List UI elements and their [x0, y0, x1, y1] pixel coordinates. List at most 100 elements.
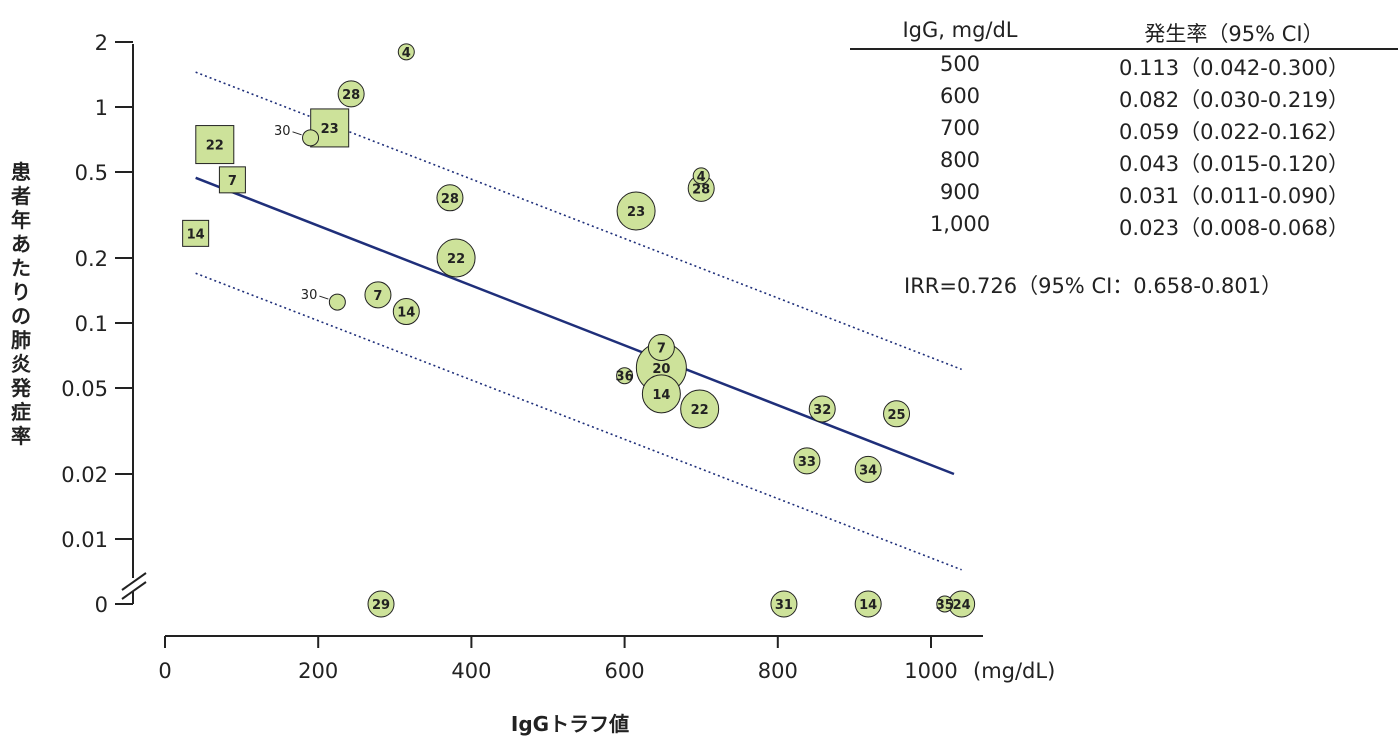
data-point-circle: [854, 590, 882, 618]
table-header: IgG, mg/dL 発生率（95% CI）: [850, 16, 1398, 50]
table-row: 500 0.113（0.042-0.300）: [850, 50, 1398, 82]
y-tick-label: 0.1: [75, 312, 108, 336]
data-point-label: 29: [372, 598, 390, 613]
y-tick-label: 1: [95, 96, 108, 120]
table-row: 1,000 0.023（0.008-0.068）: [850, 210, 1398, 242]
data-point-label: 36: [616, 370, 634, 385]
callout-line: [292, 131, 302, 136]
table-row: 800 0.043（0.015-0.120）: [850, 146, 1398, 178]
ci-lower-line: [195, 272, 962, 571]
table-cell-igg: 600: [939, 84, 981, 108]
data-point-label: 23: [627, 205, 645, 220]
data-point-label: 22: [691, 403, 709, 418]
data-point-label: 7: [228, 174, 237, 189]
data-point-label: 22: [206, 139, 224, 154]
data-point-label: 24: [953, 598, 971, 613]
data-point-label: 31: [775, 598, 793, 613]
data-point-circle: [616, 367, 634, 385]
data-point-label: 14: [397, 306, 415, 321]
y-tick-label: 0: [95, 593, 108, 617]
data-point-label: 14: [187, 227, 205, 242]
data-point-circle: [936, 595, 954, 613]
data-point-label: 7: [373, 289, 382, 304]
data-point-circle: [641, 374, 681, 414]
data-point-label: 28: [692, 182, 710, 197]
data-point-circle: [647, 334, 675, 362]
data-point-label: 35: [936, 598, 954, 613]
data-point-label: 33: [798, 455, 816, 470]
data-point-label: 30: [301, 288, 318, 303]
data-point-square: [195, 125, 235, 165]
table-cell-rate: 0.059（0.022-0.162）: [1119, 120, 1349, 144]
data-point-circle: [367, 590, 395, 618]
data-point-circle: [397, 43, 415, 61]
data-point-label: 32: [813, 403, 831, 418]
table-row: 600 0.082（0.030-0.219）: [850, 82, 1398, 114]
table-cell-igg: 900: [939, 180, 981, 204]
data-point-circle: [337, 80, 365, 108]
table-cell-rate: 0.031（0.011-0.090）: [1119, 184, 1349, 208]
callout-line: [319, 295, 329, 300]
y-tick-label: 0.05: [61, 377, 108, 401]
y-axis-break-mark: [121, 581, 147, 600]
data-point-circle: [436, 184, 464, 212]
data-point-label: 34: [859, 463, 877, 478]
y-axis-title: 患者年あたりの肺炎発症率: [11, 160, 31, 448]
y-tick-label: 0.5: [75, 161, 108, 185]
table-cell-rate: 0.043（0.015-0.120）: [1119, 152, 1349, 176]
data-point-circle: [328, 293, 346, 311]
data-point-label: 25: [887, 408, 905, 423]
data-point-circle: [854, 455, 882, 483]
x-tick-label: 600: [605, 659, 645, 683]
x-tick-label: 1000: [904, 659, 957, 683]
data-point-label: 28: [342, 88, 360, 103]
table-cell-igg: 500: [939, 52, 981, 76]
y-tick-label: 0.02: [61, 463, 108, 487]
data-point-label: 4: [697, 170, 706, 185]
data-point-circle: [770, 590, 798, 618]
x-tick-label: 400: [451, 659, 491, 683]
data-point-label: 20: [652, 362, 670, 377]
table-row: 700 0.059（0.022-0.162）: [850, 114, 1398, 146]
table-cell-igg: 700: [939, 116, 981, 140]
x-tick-label: 200: [298, 659, 338, 683]
data-point-label: 14: [652, 388, 670, 403]
data-point-label: 4: [402, 46, 411, 61]
regression-line: [195, 176, 955, 476]
data-point-label: 30: [274, 124, 291, 139]
data-point-circle: [302, 129, 320, 147]
y-axis-break-mark: [121, 572, 147, 591]
data-point-label: 23: [321, 122, 339, 137]
table-cell-rate: 0.023（0.008-0.068）: [1119, 216, 1349, 240]
data-point-circle: [616, 191, 656, 231]
x-tick-label: 0: [158, 659, 171, 683]
y-tick-label: 0.01: [61, 528, 108, 552]
data-point-circle: [883, 400, 911, 428]
data-point-circle: [808, 395, 836, 423]
table-cell-igg: 800: [939, 148, 981, 172]
x-axis-unit: (mg/dL): [973, 659, 1055, 683]
data-point-circle: [793, 447, 821, 475]
data-point-circle: [680, 389, 720, 429]
data-point-label: 28: [441, 192, 459, 207]
data-point-square: [218, 166, 246, 194]
table-cell-igg: 1,000: [929, 212, 991, 236]
data-point-circle: [392, 298, 420, 326]
data-point-label: 14: [859, 598, 877, 613]
y-tick-label: 2: [95, 31, 108, 55]
data-point-circle: [692, 167, 710, 185]
data-point-circle: [364, 281, 392, 309]
table-cell-rate: 0.082（0.030-0.219）: [1119, 88, 1349, 112]
table-header-rate: 発生率（95% CI）: [1144, 22, 1324, 46]
x-tick-label: 800: [758, 659, 798, 683]
data-point-circle: [436, 238, 476, 278]
data-point-label: 7: [657, 342, 666, 357]
x-axis-title: IgGトラフ値: [510, 712, 630, 736]
irr-annotation: IRR=0.726（95% CI：0.658-0.801）: [904, 274, 1283, 298]
incidence-table: IgG, mg/dL 発生率（95% CI） 500 0.113（0.042-0…: [850, 16, 1398, 242]
table-header-igg: IgG, mg/dL: [902, 18, 1018, 42]
y-tick-label: 0.2: [75, 247, 108, 271]
data-point-label: 22: [447, 252, 465, 267]
table-row: 900 0.031（0.011-0.090）: [850, 178, 1398, 210]
